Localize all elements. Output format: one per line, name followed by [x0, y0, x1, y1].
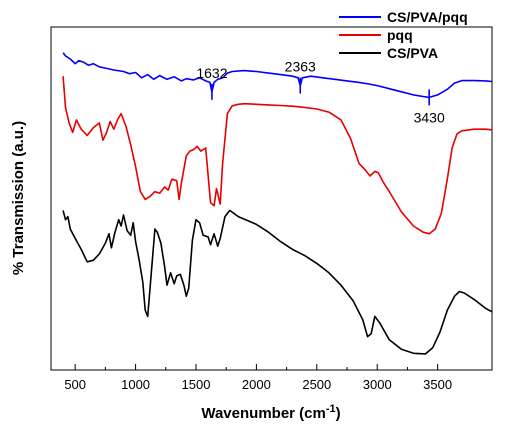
- x-tick-label-3000: 3000: [363, 377, 392, 392]
- annotation-label-2363: 2363: [285, 59, 316, 75]
- plot-frame: [50, 26, 493, 371]
- x-axis-title: Wavenumber (cm-1): [201, 403, 340, 422]
- series-line-cs-pva-pqq: [62, 52, 493, 99]
- x-tick-label-500: 500: [64, 377, 86, 392]
- legend: CS/PVA/pqq pqq CS/PVA: [339, 9, 468, 61]
- x-tick-label-1500: 1500: [182, 377, 211, 392]
- legend-label-cs-pva-pqq: CS/PVA/pqq: [387, 9, 468, 25]
- x-tick-label-2500: 2500: [302, 377, 331, 392]
- series-lines: [62, 52, 493, 355]
- x-axis-tick-labels: 500 1000 1500 2000 2500 3000 3500: [64, 377, 452, 392]
- legend-label-cs-pva: CS/PVA: [387, 45, 438, 61]
- series-line-pqq: [62, 76, 493, 235]
- series-line-cs-pva: [62, 209, 493, 355]
- y-axis-title: % Transmission (a.u.): [10, 121, 27, 275]
- annotation-label-1632: 1632: [196, 65, 227, 81]
- x-axis-title-main: Wavenumber (cm: [201, 405, 325, 422]
- x-tick-label-3500: 3500: [423, 377, 452, 392]
- x-axis-title-close: ): [336, 405, 341, 422]
- x-tick-label-2000: 2000: [242, 377, 271, 392]
- legend-label-pqq: pqq: [387, 27, 413, 43]
- x-tick-label-1000: 1000: [121, 377, 150, 392]
- x-axis-ticks: [74, 364, 439, 370]
- peak-annotations: 1632 2363 3430: [196, 59, 445, 126]
- annotation-label-3430: 3430: [414, 109, 445, 125]
- x-axis-title-superscript: -1: [326, 403, 336, 415]
